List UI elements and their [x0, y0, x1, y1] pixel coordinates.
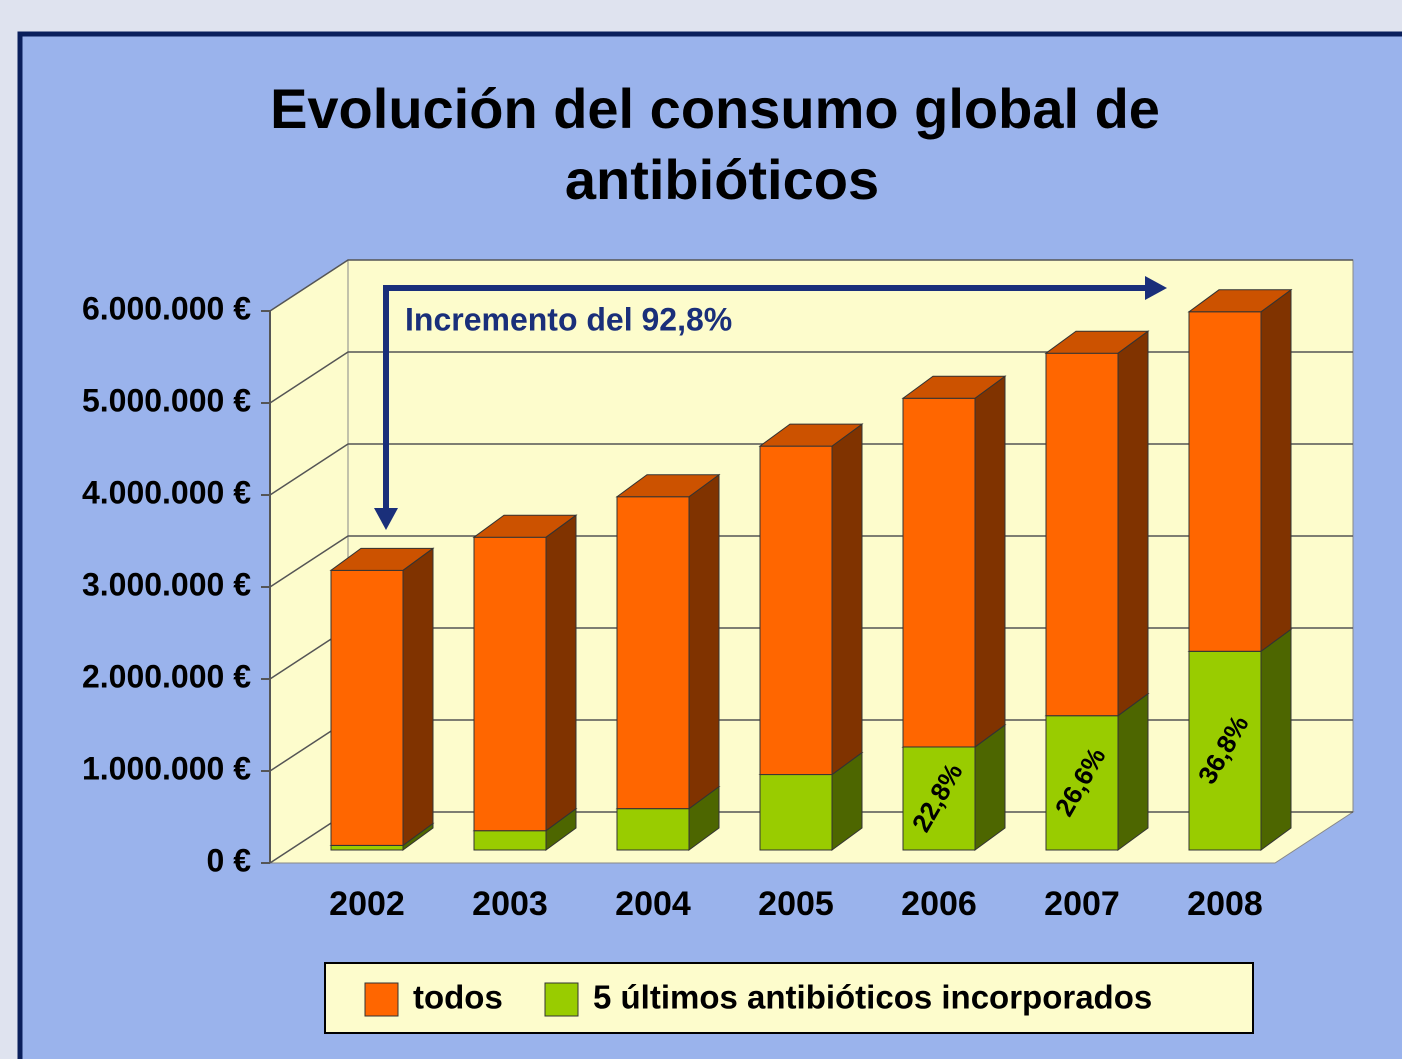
- x-tick-label: 2006: [901, 885, 977, 923]
- bar: [1188, 650, 1262, 851]
- legend: [324, 962, 1254, 1034]
- legend-swatch: [364, 982, 399, 1017]
- y-tick-label: 2.000.000 €: [82, 658, 251, 694]
- bar: [616, 496, 690, 810]
- x-tick-label: 2002: [329, 885, 405, 923]
- bar: [902, 397, 976, 748]
- bar: [759, 774, 833, 851]
- bar: [473, 536, 547, 832]
- arrow-head: [1145, 276, 1167, 300]
- legend-label: 5 últimos antibióticos incorporados: [593, 979, 1152, 1016]
- bar-side: [1260, 628, 1292, 851]
- x-tick-label: 2007: [1044, 885, 1120, 923]
- annotation: Incremento del 92,8%: [405, 301, 732, 337]
- arrow: [383, 285, 1150, 515]
- bar-side: [688, 473, 720, 810]
- y-tick-label: 3.000.000 €: [82, 566, 251, 602]
- y-tick-label: 5.000.000 €: [82, 382, 251, 418]
- arrow-head: [374, 508, 398, 530]
- bar-side: [1260, 288, 1292, 653]
- x-tick-label: 2005: [758, 885, 834, 923]
- bar: [330, 844, 404, 851]
- grid-line: [269, 351, 1353, 404]
- grid-line: [269, 443, 1353, 496]
- bar: [902, 746, 976, 851]
- bar: [330, 569, 404, 846]
- bar-top: [615, 474, 721, 498]
- legend-label: todos: [413, 979, 503, 1016]
- chart-title: Evolución del consumo global de: [270, 77, 1160, 140]
- x-tick-label: 2004: [615, 885, 691, 923]
- bar-side: [1117, 330, 1149, 717]
- bar-side: [831, 423, 863, 776]
- bar-top: [329, 547, 435, 571]
- grid-line: [269, 259, 1353, 312]
- bar: [1188, 311, 1262, 652]
- chart-title: antibióticos: [565, 148, 879, 211]
- bar-top: [901, 375, 1007, 399]
- bar: [759, 445, 833, 776]
- y-tick-label: 4.000.000 €: [82, 474, 251, 510]
- bar-side: [545, 514, 577, 832]
- bar: [1045, 352, 1119, 717]
- legend-swatch: [544, 982, 579, 1017]
- bar: [616, 808, 690, 851]
- x-tick-label: 2003: [472, 885, 548, 923]
- bar-top: [1044, 330, 1150, 354]
- bar-top: [758, 423, 864, 447]
- bar: [1045, 715, 1119, 851]
- bar-side: [402, 547, 434, 847]
- bar-side: [1117, 692, 1149, 851]
- y-tick-label: 0 €: [207, 842, 252, 878]
- bar-top: [472, 514, 578, 538]
- bar-side: [974, 375, 1006, 748]
- bar: [473, 830, 547, 851]
- x-tick-label: 2008: [1187, 885, 1263, 923]
- grid-line: [269, 535, 1353, 588]
- bar-top: [1187, 289, 1293, 313]
- y-tick-label: 1.000.000 €: [82, 750, 251, 786]
- y-tick-label: 6.000.000 €: [82, 290, 251, 326]
